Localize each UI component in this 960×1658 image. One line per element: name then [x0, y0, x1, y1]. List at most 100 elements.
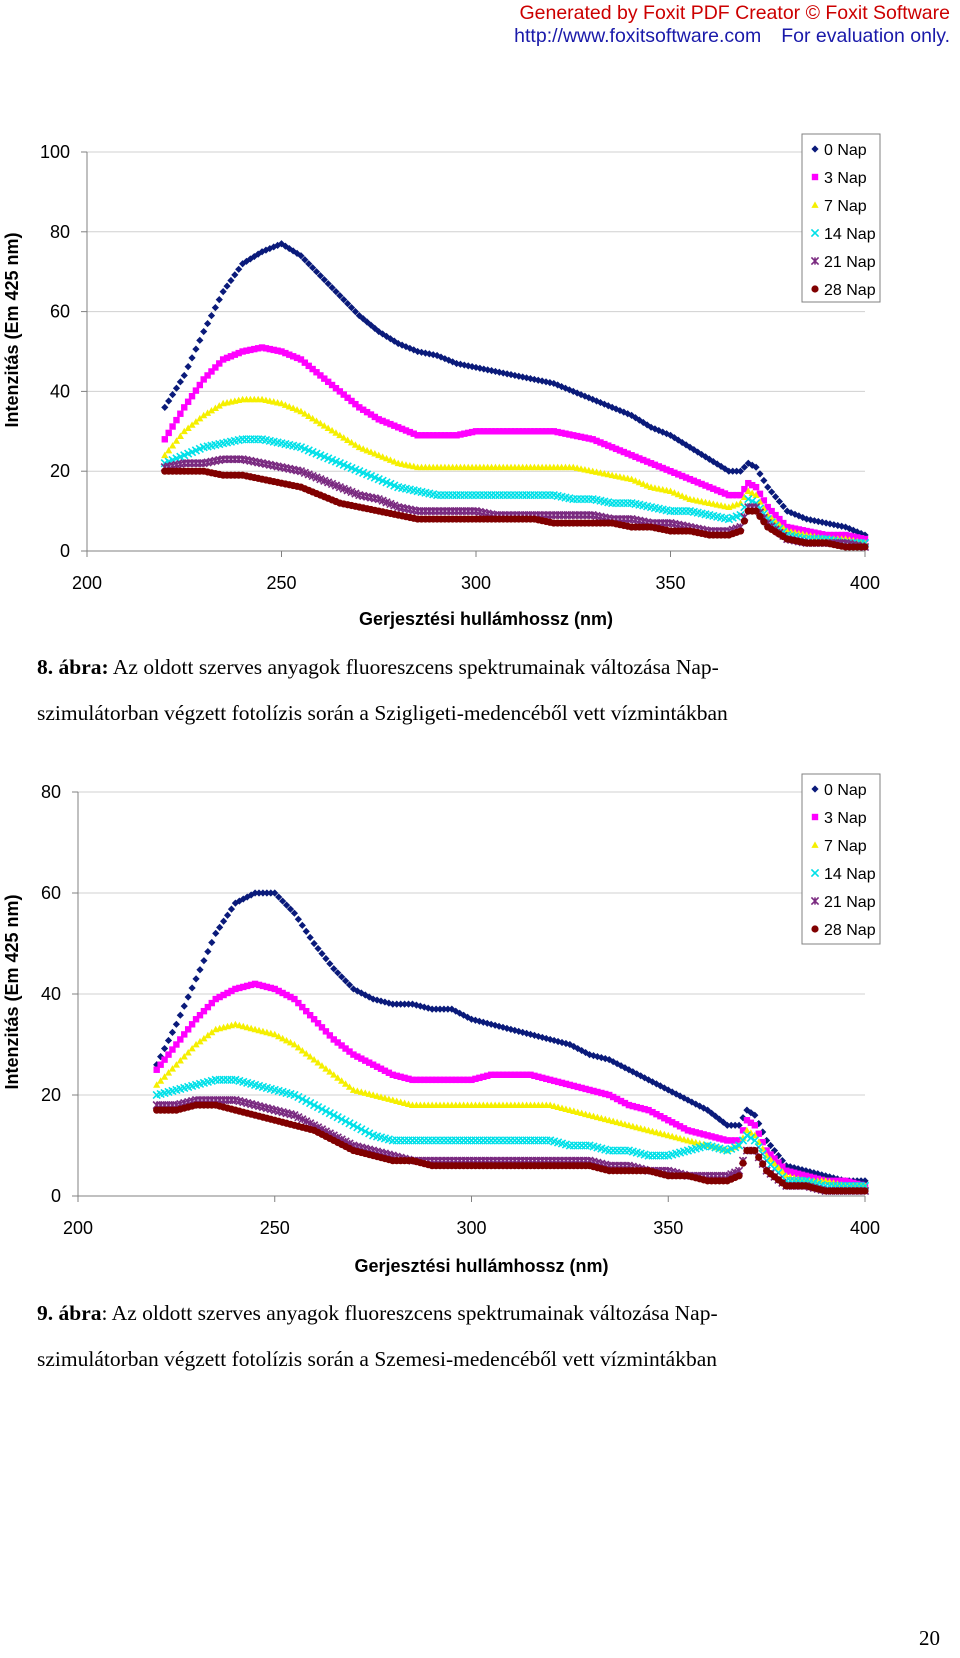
series-7-nap — [153, 1020, 869, 1189]
data-point — [740, 493, 749, 501]
data-point — [301, 410, 309, 417]
data-point — [822, 519, 830, 527]
data-point — [391, 422, 398, 429]
data-point — [522, 490, 531, 500]
data-point — [305, 362, 312, 370]
y-tick-label: 60 — [41, 883, 61, 903]
data-point — [612, 405, 620, 413]
x-tick-label: 350 — [653, 1218, 683, 1238]
data-point — [639, 418, 647, 427]
data-point — [578, 1046, 586, 1055]
data-point — [227, 353, 235, 360]
legend-item: 28 Nap — [811, 922, 876, 939]
legend-box — [801, 773, 881, 945]
data-point — [227, 276, 235, 285]
data-point — [298, 1046, 306, 1054]
data-point — [289, 353, 297, 360]
data-point — [680, 1094, 688, 1102]
data-point — [861, 531, 869, 539]
data-point — [464, 506, 473, 516]
data-point — [698, 450, 706, 459]
data-point — [784, 523, 791, 531]
x-axis-label: Gerjesztési hullámhossz (nm) — [354, 1256, 608, 1276]
data-point — [432, 506, 442, 516]
data-point — [305, 1098, 315, 1108]
data-point — [573, 432, 581, 440]
data-point — [613, 1095, 621, 1103]
data-point — [666, 431, 675, 439]
data-point — [172, 384, 181, 392]
data-point — [421, 1076, 428, 1084]
data-point — [838, 522, 846, 530]
data-point — [483, 490, 492, 500]
data-point — [597, 439, 604, 446]
data-point — [200, 1034, 208, 1042]
data-point — [527, 428, 534, 435]
data-point — [254, 345, 262, 352]
data-point — [310, 1016, 318, 1023]
data-point — [661, 1115, 668, 1122]
data-point — [231, 351, 239, 358]
data-point — [723, 1121, 731, 1129]
data-point — [251, 980, 259, 988]
data-point — [309, 365, 316, 373]
data-point — [539, 1074, 546, 1082]
data-point — [530, 490, 539, 500]
figure-9-caption: 9. ábra: Az oldott szerves anyagok fluor… — [37, 1290, 937, 1382]
data-point — [550, 1036, 558, 1045]
data-point — [526, 1030, 535, 1038]
data-point — [752, 507, 760, 515]
data-point — [184, 398, 192, 405]
data-point — [216, 360, 223, 367]
data-point — [401, 1074, 408, 1082]
data-point — [649, 1108, 656, 1116]
data-point — [643, 458, 651, 465]
data-point — [531, 428, 538, 435]
data-point — [406, 428, 414, 436]
data-point — [590, 1087, 597, 1095]
data-point — [365, 1129, 374, 1138]
data-point — [803, 527, 810, 535]
data-point — [476, 428, 484, 435]
data-point — [208, 999, 215, 1007]
data-point — [756, 470, 764, 478]
legend-item: 0 Nap — [811, 142, 867, 159]
data-point — [787, 524, 795, 532]
data-point — [523, 428, 530, 435]
data-point — [410, 346, 418, 354]
legend-item: 14 Nap — [810, 226, 876, 243]
data-point — [787, 1168, 794, 1175]
data-point — [702, 482, 709, 489]
data-point — [234, 455, 243, 464]
data-point — [645, 1106, 652, 1114]
data-point — [326, 1068, 334, 1075]
data-point — [329, 1111, 338, 1120]
data-point — [779, 502, 787, 510]
data-point — [192, 1016, 200, 1023]
data-point — [670, 489, 678, 496]
data-point — [582, 1085, 589, 1093]
legend-label: 0 Nap — [824, 782, 867, 799]
data-point — [628, 411, 636, 419]
legend-label: 0 Nap — [824, 142, 867, 159]
data-point — [363, 446, 371, 454]
x-tick-label: 350 — [655, 573, 685, 593]
legend-marker — [811, 785, 819, 793]
data-point — [204, 947, 212, 956]
data-point — [164, 1036, 173, 1045]
data-point — [491, 1071, 499, 1078]
data-point — [203, 319, 212, 328]
data-point — [546, 379, 554, 387]
data-point — [169, 1046, 176, 1053]
data-point — [480, 428, 487, 435]
data-point — [511, 428, 519, 435]
data-point — [584, 510, 593, 520]
data-point — [337, 1115, 346, 1124]
data-point — [704, 1132, 711, 1139]
data-point — [187, 459, 197, 468]
data-point — [602, 1090, 609, 1098]
data-point — [196, 414, 204, 422]
data-point — [294, 1113, 303, 1122]
data-point — [302, 1117, 311, 1126]
data-point — [744, 459, 752, 467]
